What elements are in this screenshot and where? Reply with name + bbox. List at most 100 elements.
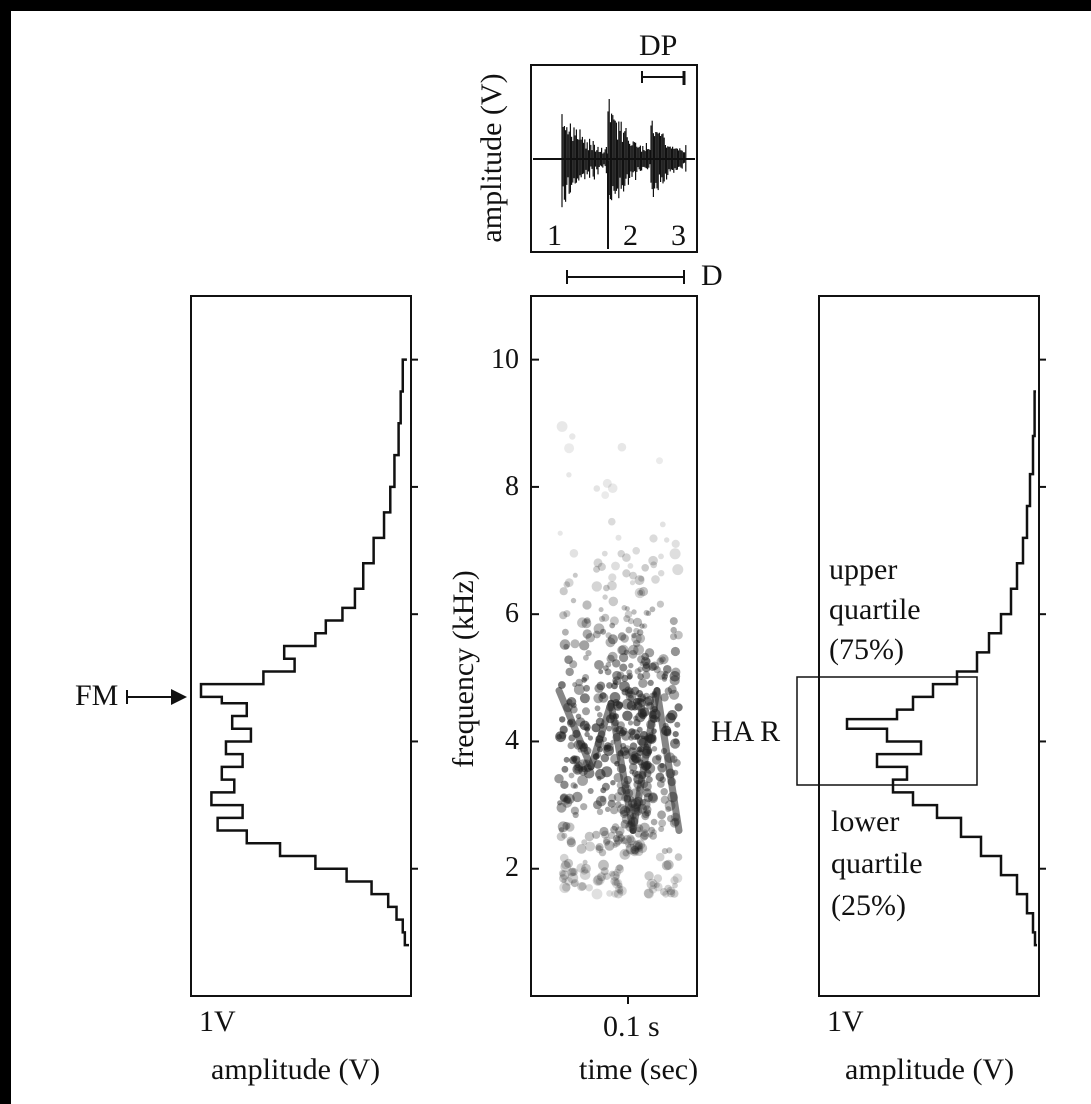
spectrogram-cell [561, 797, 573, 808]
spectrogram-cell [615, 864, 624, 874]
spectrogram-cell [666, 886, 676, 896]
spectrogram-cell [617, 442, 627, 452]
spectrogram-cell [594, 660, 604, 670]
spectrogram-cell [636, 726, 643, 733]
spectrogram-cell [558, 681, 566, 689]
left-x-tick-label: 1V [199, 1005, 236, 1038]
spectrogram-cell [595, 768, 606, 780]
spectrogram-cell [641, 564, 649, 572]
spectrogram-cell [600, 867, 609, 876]
spectrogram-cell [593, 485, 601, 492]
spectrogram-cell [647, 679, 654, 687]
spectrogram-cell [664, 884, 672, 893]
spectrogram-cell [670, 646, 681, 657]
spectrogram-cell [628, 662, 634, 669]
spectrogram-cell [557, 530, 563, 536]
spectrogram-cell [648, 662, 657, 671]
spectrogram-cell [627, 674, 633, 680]
spectrogram-cell [559, 870, 570, 880]
spectrogram-cell [597, 562, 606, 572]
spectrogram-cell [641, 623, 648, 629]
spectrogram-cell [660, 888, 668, 896]
spectrogram-cell [604, 668, 612, 676]
spectrogram-cell [619, 681, 630, 692]
spectrogram-cell [640, 831, 650, 840]
spectrogram-cell [564, 793, 575, 804]
spectrogram-cell [665, 712, 676, 724]
spectrogram-cell [625, 843, 637, 855]
spectrogram-cell [641, 652, 650, 661]
spectrogram-cell [595, 845, 604, 854]
spectrogram-cell [631, 632, 637, 639]
spectrogram-cell [569, 433, 576, 440]
spectrogram-cell [654, 882, 660, 888]
spectrogram-cell [564, 578, 574, 588]
spectrogram-cell [629, 571, 637, 580]
spectrogram-cell [592, 875, 603, 886]
spectrogram-cell [674, 703, 683, 712]
spectrogram-cell [608, 793, 617, 802]
spectrogram-cell [639, 661, 645, 667]
spectrogram-cell [661, 676, 668, 682]
spectrogram-cell [670, 738, 681, 749]
spectrogram-cell [563, 581, 571, 588]
spectrogram-cell [649, 606, 656, 613]
spectrogram-cell [606, 682, 613, 689]
spectrogram-cell [593, 800, 602, 810]
spectrogram-cell [644, 658, 651, 665]
spectrogram-cell [642, 788, 652, 798]
spectrogram-cell [625, 626, 633, 634]
y-tick-2: 2 [505, 852, 519, 883]
spectrogram-cell [637, 666, 644, 673]
spectrogram-cell [566, 472, 572, 478]
spectrogram-cell [648, 885, 658, 894]
spectrogram-cell [563, 610, 571, 618]
spectrogram-cell [602, 478, 612, 488]
fm-label: FM [75, 679, 118, 712]
spectrogram-cell [620, 819, 630, 829]
spectrogram-cell [617, 550, 625, 558]
spectrogram-cell [584, 731, 590, 738]
spectrogram-cell [635, 824, 644, 833]
spectrogram-cell [582, 707, 590, 716]
spectrogram-cell [656, 600, 665, 608]
spectrogram-cell [607, 634, 618, 645]
spectrogram-cell [606, 890, 613, 897]
spectrogram-cell [605, 632, 612, 639]
spectrogram-cell [567, 872, 579, 884]
spectrogram-cell [635, 830, 642, 838]
spectrogram-cell [636, 845, 644, 852]
spectrogram-cell [562, 883, 571, 892]
spectrogram-cell [620, 809, 629, 819]
spectrogram-cell [567, 868, 576, 877]
spectrogram-cell [601, 550, 608, 557]
spectrogram-cell [572, 572, 578, 578]
spectrogram-cell [598, 848, 607, 857]
spectrogram-cell [612, 834, 621, 843]
spectrogram-cell [610, 825, 618, 834]
spectrogram-cell [560, 794, 568, 802]
spectrogram-cell [567, 742, 575, 750]
spectrogram-cell [658, 570, 665, 577]
segment-label-2: 2 [623, 219, 638, 252]
spectrogram-cell [579, 640, 590, 651]
spectrogram-cell [598, 607, 604, 613]
spectrogram-cell [572, 811, 579, 819]
spectrogram-cell [643, 609, 650, 616]
spectrogram-cell [570, 806, 580, 815]
spectrogram-cell [556, 421, 568, 432]
spectrogram-cell [597, 712, 603, 718]
spectrogram-cell [605, 661, 612, 668]
spectrogram-cell [613, 879, 621, 887]
spectrogram-cell [556, 802, 567, 813]
spectrogram-cell [577, 617, 588, 628]
dp-bracket [641, 71, 686, 85]
spectrogram-cell [662, 890, 670, 898]
spectrogram-cell [636, 629, 644, 636]
spectrogram-cell [629, 840, 641, 852]
spectrogram-cell [612, 676, 622, 686]
spectrogram-cell [613, 868, 622, 877]
spectrogram-cell [599, 615, 606, 623]
spectrogram-cell [659, 656, 666, 663]
spectrogram-cell [596, 681, 606, 691]
